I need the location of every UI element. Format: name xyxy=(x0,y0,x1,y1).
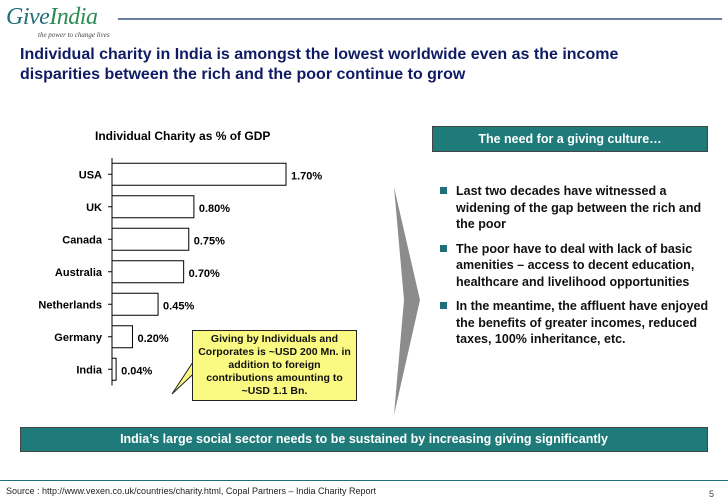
category-label: Australia xyxy=(55,267,103,279)
source-citation: Source : http://www.vexen.co.uk/countrie… xyxy=(6,486,376,496)
bar-germany xyxy=(111,325,133,349)
bullet-square-icon xyxy=(440,244,447,252)
bar-uk xyxy=(111,195,195,219)
top-divider xyxy=(118,18,722,20)
bottom-divider xyxy=(0,480,728,481)
value-label: 0.70% xyxy=(189,268,220,280)
giveindia-logo: GiveIndia the power to change lives xyxy=(6,4,116,39)
value-label: 0.75% xyxy=(194,235,225,247)
bar-chart: USA 1.70% UK 0.80% Canada 0.75% Australia 0.70%… xyxy=(38,158,322,386)
logo-tagline: the power to change lives xyxy=(38,31,110,39)
value-label: 1.70% xyxy=(291,170,322,182)
logo-text-india: India xyxy=(49,4,98,30)
bullet-item: Last two decades have witnessed a wideni… xyxy=(438,183,718,233)
bullet-item: The poor have to deal with lack of basic… xyxy=(438,241,718,291)
value-label: 0.45% xyxy=(163,300,194,312)
bullet-text: Last two decades have witnessed a wideni… xyxy=(456,184,702,231)
category-label: USA xyxy=(79,169,102,181)
bar-netherlands xyxy=(111,292,159,316)
category-label: UK xyxy=(86,202,102,214)
chart-title: Individual Charity as % of GDP xyxy=(95,129,271,143)
chevron-arrow-icon xyxy=(394,187,420,415)
value-label: 0.04% xyxy=(121,365,152,377)
category-label: Netherlands xyxy=(38,299,102,311)
category-label: Germany xyxy=(54,332,103,344)
bullet-square-icon xyxy=(440,302,447,309)
bar-usa xyxy=(111,162,287,186)
bar-canada xyxy=(111,227,190,251)
bullet-text: The poor have to deal with lack of basic… xyxy=(456,241,695,289)
bullet-square-icon xyxy=(440,187,447,194)
page-title: Individual charity in India is amongst t… xyxy=(20,46,619,83)
logo-text-give: Give xyxy=(6,4,50,30)
summary-band: India’s large social sector needs to be … xyxy=(20,427,708,452)
panel-header: The need for a giving culture… xyxy=(432,126,708,152)
category-label: Canada xyxy=(62,234,103,246)
bullet-list: Last two decades have witnessed a wideni… xyxy=(438,183,718,356)
bullet-item: In the meantime, the affluent have enjoy… xyxy=(438,298,718,348)
bullet-text: In the meantime, the affluent have enjoy… xyxy=(456,299,709,346)
bar-india xyxy=(111,357,117,381)
page-number: 5 xyxy=(708,489,714,499)
category-label: India xyxy=(76,364,103,376)
logo-wordmark: GiveIndia xyxy=(6,4,98,31)
bar-australia xyxy=(111,260,185,284)
value-label: 0.80% xyxy=(199,203,230,215)
callout-note: Giving by Individuals and Corporates is … xyxy=(192,330,357,401)
value-label: 0.20% xyxy=(137,333,168,345)
